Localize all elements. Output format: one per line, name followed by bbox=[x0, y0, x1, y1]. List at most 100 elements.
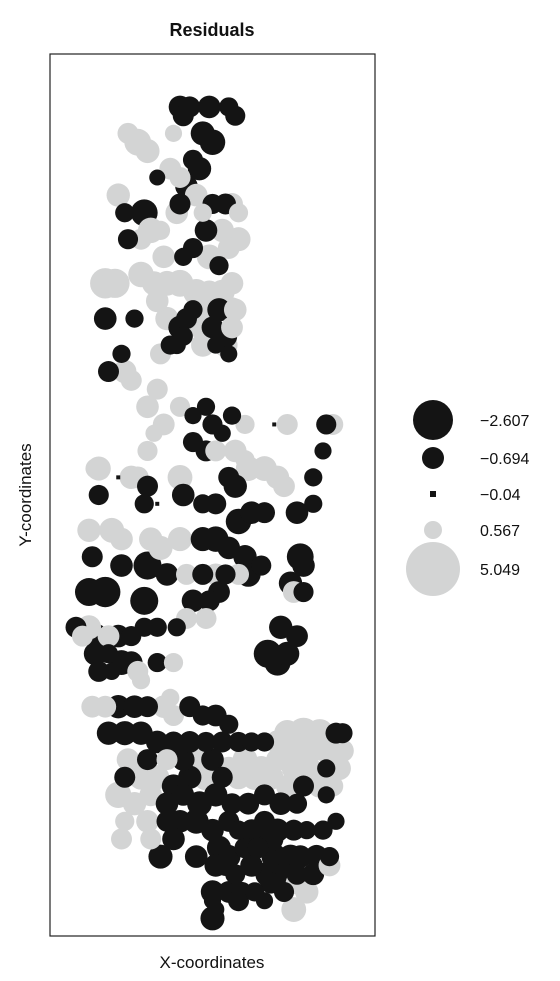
legend-label: −0.694 bbox=[480, 451, 529, 468]
legend-marker bbox=[413, 400, 453, 440]
residual-point bbox=[277, 414, 298, 435]
residual-point bbox=[110, 528, 133, 551]
points-layer bbox=[66, 96, 354, 931]
residual-point bbox=[191, 121, 215, 145]
residual-point bbox=[195, 219, 218, 242]
residual-point bbox=[98, 625, 120, 647]
residual-point bbox=[287, 864, 308, 885]
legend-marker bbox=[424, 521, 442, 539]
residual-point bbox=[151, 221, 170, 240]
residual-point bbox=[304, 495, 322, 513]
residual-point bbox=[217, 537, 240, 560]
legend-label: −0.04 bbox=[480, 487, 521, 504]
residual-point bbox=[89, 485, 109, 505]
residual-point bbox=[146, 290, 169, 313]
residual-point bbox=[320, 847, 339, 866]
residual-point bbox=[327, 813, 344, 830]
residual-point bbox=[110, 554, 133, 577]
residual-point bbox=[223, 407, 241, 425]
residual-point bbox=[207, 901, 224, 918]
residual-point bbox=[152, 246, 175, 269]
residual-point bbox=[251, 555, 271, 575]
residual-point bbox=[168, 527, 192, 551]
residual-point bbox=[115, 812, 134, 831]
residual-point bbox=[235, 450, 254, 469]
residual-point bbox=[94, 307, 117, 330]
residual-point bbox=[185, 845, 208, 868]
residual-point bbox=[192, 564, 213, 585]
residual-point bbox=[115, 203, 134, 222]
residual-point bbox=[221, 272, 244, 295]
legend-marker bbox=[406, 542, 460, 596]
residual-point bbox=[139, 527, 162, 550]
residual-point bbox=[148, 618, 167, 637]
residual-point bbox=[107, 183, 130, 206]
residual-point bbox=[273, 475, 295, 497]
residual-point bbox=[140, 828, 161, 849]
residual-point bbox=[156, 563, 179, 586]
x-axis-label: X-coordinates bbox=[160, 953, 265, 972]
residual-point bbox=[137, 749, 158, 770]
residual-point bbox=[165, 125, 182, 142]
residual-point bbox=[170, 167, 191, 188]
residual-point bbox=[85, 458, 105, 478]
residual-point bbox=[112, 345, 130, 363]
residual-point bbox=[99, 644, 118, 663]
y-axis-label: Y-coordinates bbox=[16, 443, 35, 546]
residual-point bbox=[248, 837, 269, 858]
residual-point bbox=[254, 811, 275, 832]
residual-point bbox=[196, 732, 216, 752]
residual-point bbox=[221, 317, 243, 339]
residual-point bbox=[293, 776, 314, 797]
residual-point bbox=[157, 749, 178, 770]
residual-point bbox=[164, 653, 183, 672]
chart-title: Residuals bbox=[169, 20, 254, 40]
residual-point bbox=[191, 527, 215, 551]
residual-point bbox=[198, 96, 221, 119]
residual-point bbox=[145, 425, 162, 442]
residual-point bbox=[97, 721, 120, 744]
residual-point bbox=[214, 425, 231, 442]
residual-point bbox=[318, 786, 335, 803]
residual-point bbox=[202, 317, 224, 339]
residual-point bbox=[135, 494, 154, 513]
residual-point bbox=[155, 502, 159, 506]
residual-point bbox=[168, 336, 186, 354]
residual-point bbox=[292, 554, 315, 577]
residual-point bbox=[266, 748, 289, 771]
residual-point bbox=[193, 494, 212, 513]
residual-point bbox=[272, 422, 276, 426]
legend: −2.607 −0.694 −0.04 0.567 5.049 bbox=[406, 400, 529, 596]
residual-point bbox=[194, 204, 212, 222]
residual-point bbox=[168, 618, 186, 636]
residual-point bbox=[218, 467, 239, 488]
residual-point bbox=[218, 237, 240, 259]
residual-point bbox=[287, 794, 307, 814]
residual-point bbox=[77, 519, 100, 542]
residual-point bbox=[229, 203, 248, 222]
residual-point bbox=[183, 150, 203, 170]
residual-point bbox=[256, 892, 273, 909]
residual-point bbox=[196, 608, 217, 629]
residual-point bbox=[172, 784, 194, 806]
residual-point bbox=[229, 821, 248, 840]
residual-point bbox=[255, 732, 274, 751]
residual-point bbox=[118, 123, 139, 144]
residual-point bbox=[116, 475, 120, 479]
residual-point bbox=[225, 864, 245, 884]
residual-point bbox=[205, 440, 226, 461]
legend-label: 5.049 bbox=[480, 562, 520, 579]
residual-point bbox=[193, 705, 213, 725]
residual-point bbox=[114, 767, 135, 788]
legend-marker bbox=[430, 491, 436, 497]
residual-point bbox=[75, 578, 103, 606]
residual-point bbox=[130, 587, 158, 615]
legend-marker bbox=[422, 447, 444, 469]
residual-point bbox=[137, 696, 158, 717]
residual-point bbox=[170, 193, 191, 214]
residual-point bbox=[174, 248, 192, 266]
residual-point bbox=[137, 476, 158, 497]
residual-point bbox=[149, 169, 165, 185]
residual-point bbox=[293, 582, 313, 602]
